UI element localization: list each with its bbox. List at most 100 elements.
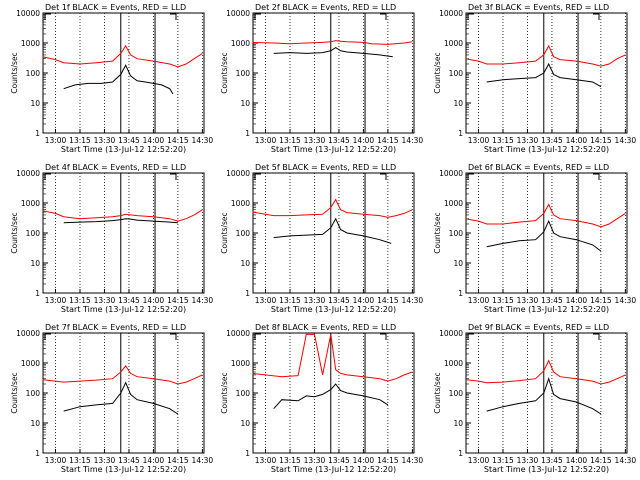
x-tick-label: 13:30 — [304, 296, 326, 305]
x-tick-label: 14:30 — [192, 296, 214, 305]
y-tick-label: 1000 — [21, 39, 40, 48]
y-tick-label: 10 — [240, 99, 250, 108]
x-axis-label: Start Time (13-Jul-12 12:52:20) — [484, 145, 609, 154]
y-tick-label: 10 — [30, 419, 40, 428]
panel-title: Det 7f BLACK = Events, RED = LLD — [45, 323, 186, 332]
x-tick-label: 14:00 — [353, 296, 375, 305]
y-tick-label: 10000 — [439, 9, 463, 18]
x-tick-label: 13:30 — [94, 136, 116, 145]
y-tick-label: 10000 — [439, 169, 463, 178]
x-tick-label: 13:30 — [94, 296, 116, 305]
x-tick-label: 13:15 — [279, 136, 301, 145]
y-tick-label: 100 — [26, 229, 41, 238]
y-tick-label: 100 — [449, 389, 464, 398]
x-tick-label: 14:15 — [377, 136, 399, 145]
x-tick-label: 13:45 — [118, 136, 140, 145]
x-tick-label: 13:45 — [328, 136, 350, 145]
bracket-right-mark — [593, 333, 600, 340]
series-events-line — [273, 217, 392, 244]
series-events-line — [486, 377, 602, 415]
bracket-right-mark — [380, 173, 387, 180]
panel-title: Det 9f BLACK = Events, RED = LLD — [468, 323, 609, 332]
x-tick-label: 14:30 — [615, 296, 637, 305]
bracket-right-mark — [593, 13, 600, 20]
y-tick-label: 1 — [458, 289, 463, 298]
plot-frame — [465, 12, 628, 134]
y-tick-label: 100 — [449, 69, 464, 78]
y-tick-label: 1 — [35, 129, 40, 138]
x-tick-label: 13:30 — [517, 296, 539, 305]
bracket-right-mark — [170, 173, 177, 180]
bracket-left-mark — [467, 173, 474, 180]
y-tick-label: 10000 — [16, 329, 40, 338]
panel-7: Det 7f BLACK = Events, RED = LLD 1 10 100 10… — [10, 323, 213, 474]
x-tick-label: 13:00 — [255, 456, 277, 465]
y-tick-label: 1 — [458, 449, 463, 458]
y-tick-label: 1 — [35, 449, 40, 458]
series-lld-line — [42, 44, 203, 68]
x-tick-label: 13:00 — [45, 456, 67, 465]
bracket-right-mark — [593, 173, 600, 180]
x-tick-label: 13:30 — [304, 456, 326, 465]
y-tick-label: 1 — [458, 129, 463, 138]
x-tick-label: 13:15 — [492, 456, 514, 465]
x-tick-label: 13:15 — [69, 136, 91, 145]
x-axis-label: Start Time (13-Jul-12 12:52:20) — [484, 305, 609, 314]
x-tick-label: 13:45 — [541, 296, 563, 305]
plot-frame — [465, 332, 628, 454]
x-tick-label: 13:00 — [468, 136, 490, 145]
y-tick-label: 1000 — [231, 359, 250, 368]
plot-frame — [252, 12, 415, 134]
panel-title: Det 8f BLACK = Events, RED = LLD — [255, 323, 396, 332]
y-axis-label: Counts/sec — [10, 372, 19, 413]
y-tick-label: 100 — [26, 389, 41, 398]
x-tick-label: 14:15 — [167, 456, 189, 465]
x-tick-label: 13:15 — [69, 296, 91, 305]
x-tick-label: 13:45 — [328, 296, 350, 305]
panel-8: Det 8f BLACK = Events, RED = LLD 1 10 100 10… — [220, 323, 423, 474]
x-tick-label: 14:15 — [377, 456, 399, 465]
series-lld-line — [465, 44, 626, 67]
x-tick-label: 13:45 — [118, 296, 140, 305]
y-tick-label: 10 — [240, 259, 250, 268]
series-lld-line — [252, 40, 413, 45]
x-tick-label: 14:15 — [377, 296, 399, 305]
x-axis-label: Start Time (13-Jul-12 12:52:20) — [61, 145, 186, 154]
plot-frame — [42, 172, 205, 294]
x-tick-label: 14:00 — [143, 456, 165, 465]
x-tick-label: 14:15 — [590, 456, 612, 465]
y-tick-label: 100 — [236, 69, 251, 78]
x-tick-label: 13:30 — [517, 456, 539, 465]
bracket-left-mark — [44, 173, 51, 180]
x-tick-label: 13:15 — [69, 456, 91, 465]
series-lld-line — [465, 359, 626, 385]
bracket-left-mark — [254, 333, 261, 340]
panel-3: Det 3f BLACK = Events, RED = LLD 1 10 100 10… — [433, 3, 636, 154]
x-tick-label: 13:45 — [541, 456, 563, 465]
series-events-line — [273, 383, 389, 410]
y-tick-label: 100 — [449, 229, 464, 238]
y-tick-label: 10000 — [226, 9, 250, 18]
series-lld-line — [42, 209, 203, 222]
series-lld-line — [465, 203, 626, 228]
series-lld-line — [42, 365, 203, 385]
x-tick-label: 13:00 — [468, 296, 490, 305]
x-tick-label: 13:15 — [279, 296, 301, 305]
x-tick-label: 13:30 — [517, 136, 539, 145]
y-tick-label: 1000 — [21, 359, 40, 368]
series-events-line — [486, 62, 602, 88]
x-tick-label: 13:15 — [279, 456, 301, 465]
x-axis-label: Start Time (13-Jul-12 12:52:20) — [484, 465, 609, 474]
plot-frame — [42, 332, 205, 454]
x-tick-label: 14:30 — [615, 456, 637, 465]
x-tick-label: 14:30 — [402, 296, 424, 305]
x-tick-label: 14:00 — [566, 456, 588, 465]
y-tick-label: 100 — [26, 69, 41, 78]
x-tick-label: 14:00 — [143, 136, 165, 145]
plot-frame — [42, 12, 205, 134]
x-tick-label: 13:00 — [45, 136, 67, 145]
y-tick-label: 1000 — [444, 359, 463, 368]
y-axis-label: Counts/sec — [433, 212, 442, 253]
bracket-right-mark — [170, 333, 177, 340]
